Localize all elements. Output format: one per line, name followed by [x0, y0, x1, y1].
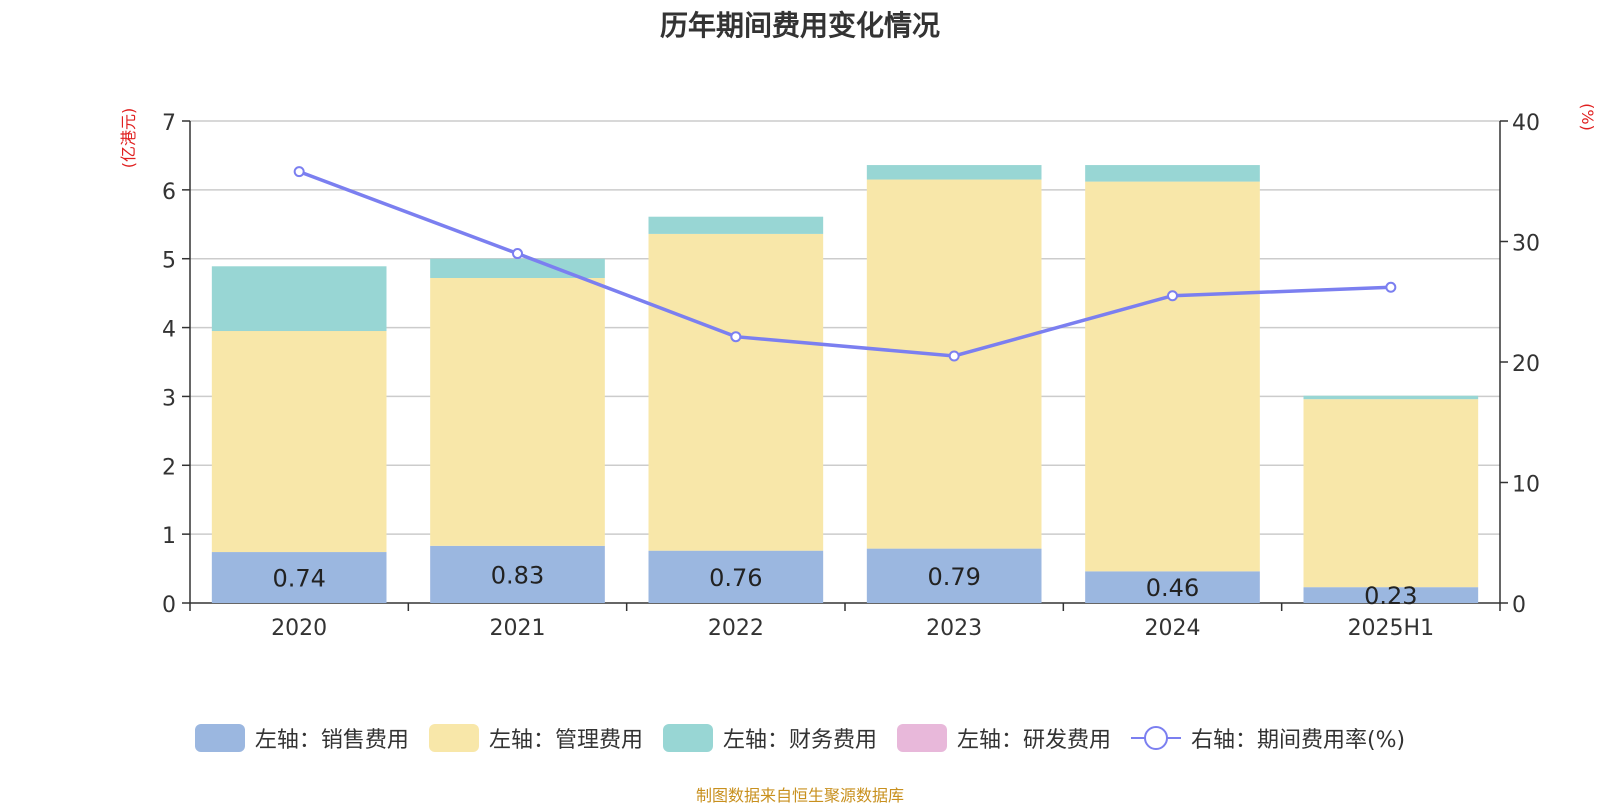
expense-rate-point — [293, 166, 305, 178]
expense-rate-point — [948, 350, 960, 362]
legend-swatch-rnd — [896, 724, 947, 752]
bar-segment-0 — [648, 550, 824, 603]
legend: 左轴：销售费用 左轴：管理费用 左轴：财务费用 左轴：研发费用 右轴：期间费用率… — [0, 720, 1600, 756]
right-axis-tick-label: 40 — [1512, 111, 1540, 136]
legend-label-admin: 左轴：管理费用 — [488, 728, 643, 753]
bar-segment-2 — [1085, 165, 1260, 182]
expense-rate-point — [1167, 290, 1178, 302]
x-axis-tick-label: 2021 — [490, 616, 546, 641]
legend-item-sales[interactable]: 左轴：销售费用 — [194, 722, 409, 754]
legend-item-rnd[interactable]: 左轴：研发费用 — [896, 722, 1111, 754]
legend-swatch-sales — [194, 724, 245, 752]
bar-segment-0 — [1085, 571, 1260, 603]
right-axis-tick-label: 20 — [1512, 352, 1540, 377]
left-axis-tick-label: 1 — [162, 524, 176, 549]
right-axis-tick-label: 30 — [1512, 232, 1540, 257]
bar-segment-0 — [1303, 587, 1479, 603]
expense-rate-point — [730, 331, 742, 343]
left-axis-tick-label: 2 — [162, 455, 176, 480]
left-axis-unit: (亿港元) — [119, 108, 138, 169]
bar-segment-2 — [1303, 395, 1479, 400]
legend-label-rnd: 左轴：研发费用 — [956, 728, 1111, 753]
left-axis-tick-label: 4 — [162, 318, 176, 343]
data-label: 0.76 — [709, 564, 762, 592]
x-axis-tick-label: 2020 — [271, 616, 327, 641]
left-axis-tick-label: 5 — [162, 249, 176, 274]
data-label: 0.74 — [272, 565, 325, 593]
bar-segment-2 — [211, 266, 387, 332]
left-axis-tick-label: 7 — [162, 111, 176, 136]
legend-label-finance: 左轴：财务费用 — [722, 728, 877, 753]
legend-swatch-expense-rate — [1130, 724, 1181, 752]
source-note: 制图数据来自恒生聚源数据库 — [695, 786, 904, 805]
data-label: 0.23 — [1364, 582, 1417, 610]
right-axis-tick-label: 10 — [1512, 473, 1540, 498]
right-axis-tick-label: 0 — [1512, 593, 1526, 618]
legend-label-expense-rate: 右轴：期间费用率(%) — [1190, 728, 1406, 753]
x-axis-tick-label: 2023 — [926, 616, 982, 641]
data-label: 0.83 — [491, 561, 544, 589]
bar-segment-0 — [430, 545, 605, 603]
legend-item-admin[interactable]: 左轴：管理费用 — [428, 722, 643, 754]
bar-segment-1 — [1303, 399, 1479, 588]
bar-segment-0 — [866, 548, 1042, 603]
left-axis-tick-label: 6 — [162, 180, 176, 205]
expense-rate-point — [1385, 281, 1397, 293]
bar-segment-2 — [866, 165, 1042, 180]
bar-segment-0 — [211, 552, 387, 603]
data-label: 0.46 — [1146, 574, 1199, 602]
x-axis-tick-label: 2025H1 — [1348, 616, 1435, 641]
legend-item-finance[interactable]: 左轴：财务费用 — [662, 722, 877, 754]
bar-segment-1 — [648, 233, 824, 551]
legend-label-sales: 左轴：销售费用 — [254, 728, 409, 753]
expense-rate-line — [298, 169, 1391, 358]
bar-segment-1 — [211, 331, 387, 553]
bar-segment-1 — [866, 179, 1042, 549]
bar-segment-1 — [1085, 181, 1260, 572]
right-axis-unit: (%) — [1578, 103, 1597, 131]
x-axis-tick-label: 2022 — [708, 616, 764, 641]
legend-swatch-finance — [662, 724, 713, 752]
legend-swatch-admin — [428, 724, 479, 752]
left-axis-tick-label: 3 — [162, 386, 176, 411]
data-label: 0.79 — [927, 563, 980, 591]
bar-segment-1 — [430, 277, 605, 546]
x-axis-tick-label: 2024 — [1145, 616, 1201, 641]
chart-title: 历年期间费用变化情况 — [659, 9, 940, 42]
legend-item-expense-rate[interactable]: 右轴：期间费用率(%) — [1130, 722, 1406, 754]
left-axis-tick-label: 0 — [162, 593, 176, 618]
bar-segment-2 — [430, 258, 605, 278]
expense-rate-point — [512, 248, 523, 260]
bar-segment-2 — [648, 216, 824, 234]
